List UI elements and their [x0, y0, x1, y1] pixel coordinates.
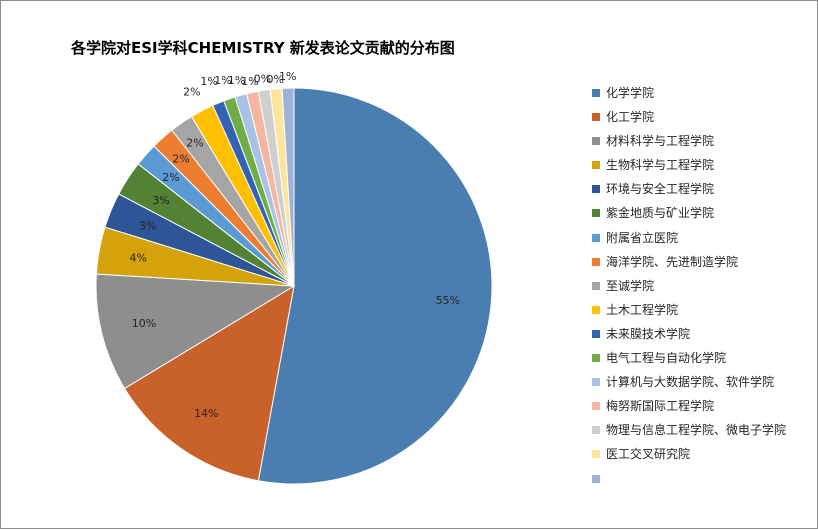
- legend-label: 化学学院: [606, 86, 655, 100]
- legend-label: 医工交叉研究院: [606, 447, 691, 462]
- slice-data-label: 2%: [162, 171, 179, 184]
- legend-swatch: [592, 161, 600, 170]
- pie-slice: [95, 273, 296, 390]
- legend-swatch: [592, 113, 600, 122]
- slice-data-label: 4%: [129, 251, 146, 264]
- legend-swatch: [592, 426, 600, 435]
- legend-swatch: [592, 450, 600, 459]
- slice-data-label: 1%: [228, 74, 245, 87]
- legend-swatch: [592, 354, 600, 363]
- legend-label: 海洋学院、先进制造学院: [606, 254, 739, 269]
- slice-data-label: 14%: [194, 407, 218, 420]
- legend-label: 物理与信息工程学院、微电子学院: [606, 423, 787, 438]
- slice-data-label: 1%: [279, 70, 296, 83]
- slice-data-label: 1%: [214, 74, 231, 87]
- legend-label: 紫金地质与矿业学院: [606, 206, 715, 221]
- legend-label: 环境与安全工程学院: [606, 182, 715, 197]
- legend-label: 未来膜技术学院: [606, 326, 691, 341]
- chart-title: 各学院对ESI学科CHEMISTRY 新发表论文贡献的分布图: [71, 39, 455, 57]
- pie-slice: [281, 87, 295, 287]
- slice-data-label: 0%: [254, 73, 271, 86]
- slice-data-label: 2%: [186, 137, 203, 150]
- legend-label: 生物科学与工程学院: [606, 158, 715, 173]
- legend-label: 化工学院: [606, 110, 655, 125]
- legend-label: 至诚学院: [606, 278, 655, 293]
- slice-data-label: 0%: [266, 73, 283, 86]
- pie-slice: [123, 284, 295, 482]
- legend-swatch: [592, 402, 600, 411]
- slice-data-label: 3%: [152, 194, 169, 207]
- legend-swatch: [592, 185, 600, 194]
- legend-label: 梅努斯国际工程学院: [606, 399, 715, 414]
- legend-swatch: [592, 305, 600, 314]
- slice-data-label: 55%: [436, 294, 460, 307]
- legend-label: 材料科学与工程学院: [606, 134, 715, 149]
- legend-swatch: [592, 209, 600, 218]
- legend-swatch: [592, 281, 600, 290]
- legend-label: 电气工程与自动化学院: [606, 351, 727, 366]
- legend-swatch: [592, 137, 600, 146]
- slice-data-label: 10%: [132, 317, 156, 330]
- slice-data-label: 1%: [241, 75, 258, 88]
- pie-slice: [257, 87, 493, 485]
- legend-swatch: [592, 257, 600, 266]
- legend-swatch: [592, 378, 600, 387]
- slice-data-label: 3%: [139, 219, 156, 232]
- legend-label: 计算机与大数据学院、软件学院: [606, 375, 775, 390]
- legend-swatch: [592, 89, 600, 97]
- legend-label: 附属省立医院: [606, 230, 679, 245]
- slice-data-label: 1%: [200, 75, 217, 88]
- legend-swatch: [592, 233, 600, 242]
- legend-label: 土木工程学院: [606, 302, 679, 317]
- legend-swatch: [592, 329, 600, 338]
- slice-data-label: 2%: [183, 85, 200, 98]
- slice-data-label: 2%: [172, 153, 189, 166]
- legend-swatch: [592, 474, 600, 483]
